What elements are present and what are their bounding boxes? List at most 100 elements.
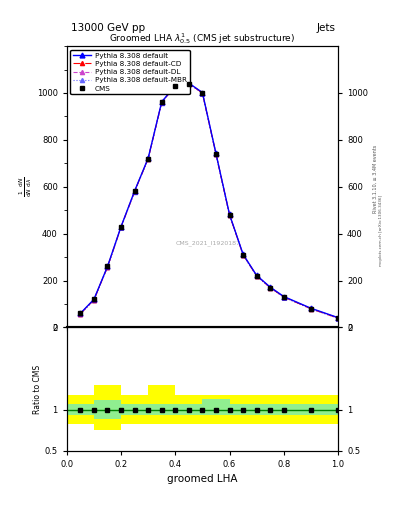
CMS: [78, 310, 83, 316]
Pythia 8.308 default-CD: [227, 212, 232, 218]
Pythia 8.308 default-DL: [173, 82, 178, 89]
CMS: [105, 263, 110, 269]
Pythia 8.308 default: [119, 224, 123, 230]
Pythia 8.308 default-MBR: [105, 264, 110, 270]
Pythia 8.308 default-DL: [214, 151, 219, 157]
Pythia 8.308 default: [92, 296, 96, 303]
Pythia 8.308 default-MBR: [254, 273, 259, 279]
CMS: [173, 83, 178, 89]
CMS: [309, 306, 313, 312]
Pythia 8.308 default-DL: [146, 155, 151, 161]
Text: Jets: Jets: [317, 23, 336, 33]
CMS: [200, 90, 205, 96]
Pythia 8.308 default-MBR: [132, 188, 137, 195]
Pythia 8.308 default-DL: [254, 272, 259, 279]
X-axis label: groomed LHA: groomed LHA: [167, 474, 238, 484]
Pythia 8.308 default-CD: [92, 297, 96, 303]
Pythia 8.308 default: [132, 188, 137, 194]
CMS: [281, 294, 286, 300]
CMS: [146, 156, 151, 162]
Pythia 8.308 default-CD: [132, 188, 137, 195]
Pythia 8.308 default-CD: [200, 90, 205, 96]
Pythia 8.308 default: [227, 211, 232, 218]
Pythia 8.308 default-CD: [336, 315, 340, 321]
Pythia 8.308 default-CD: [160, 99, 164, 105]
Pythia 8.308 default-MBR: [241, 252, 245, 258]
Pythia 8.308 default-DL: [187, 80, 191, 87]
Title: Groomed LHA $\lambda^{1}_{0.5}$ (CMS jet substructure): Groomed LHA $\lambda^{1}_{0.5}$ (CMS jet…: [109, 31, 296, 46]
CMS: [336, 315, 340, 321]
Pythia 8.308 default-DL: [200, 90, 205, 96]
CMS: [132, 188, 137, 195]
Pythia 8.308 default-CD: [105, 264, 110, 270]
Pythia 8.308 default-MBR: [119, 224, 123, 230]
Pythia 8.308 default: [160, 99, 164, 105]
Pythia 8.308 default-MBR: [309, 306, 313, 312]
Pythia 8.308 default: [173, 82, 178, 89]
Pythia 8.308 default-DL: [227, 211, 232, 218]
Pythia 8.308 default-MBR: [200, 90, 205, 96]
Line: CMS: CMS: [78, 81, 340, 321]
Pythia 8.308 default-MBR: [268, 285, 273, 291]
Pythia 8.308 default-DL: [309, 305, 313, 311]
Pythia 8.308 default: [200, 90, 205, 96]
Pythia 8.308 default-CD: [214, 151, 219, 157]
Pythia 8.308 default-CD: [187, 80, 191, 87]
Pythia 8.308 default-CD: [281, 294, 286, 300]
Pythia 8.308 default-DL: [160, 99, 164, 105]
Pythia 8.308 default-MBR: [227, 212, 232, 218]
Pythia 8.308 default: [146, 155, 151, 161]
Pythia 8.308 default: [336, 314, 340, 321]
Pythia 8.308 default: [254, 272, 259, 279]
Pythia 8.308 default: [187, 80, 191, 86]
CMS: [119, 224, 123, 230]
Pythia 8.308 default-DL: [105, 264, 110, 270]
Pythia 8.308 default-MBR: [173, 83, 178, 89]
Pythia 8.308 default: [105, 263, 110, 269]
Pythia 8.308 default-DL: [132, 188, 137, 194]
Pythia 8.308 default-MBR: [336, 315, 340, 322]
Pythia 8.308 default-MBR: [146, 156, 151, 162]
Pythia 8.308 default-MBR: [160, 99, 164, 105]
Pythia 8.308 default-MBR: [187, 81, 191, 87]
Line: Pythia 8.308 default-CD: Pythia 8.308 default-CD: [78, 81, 340, 320]
Pythia 8.308 default-CD: [268, 285, 273, 291]
CMS: [241, 252, 245, 258]
Text: 13000 GeV pp: 13000 GeV pp: [71, 23, 145, 33]
Pythia 8.308 default-MBR: [92, 297, 96, 303]
CMS: [268, 285, 273, 291]
CMS: [187, 80, 191, 87]
Text: Rivet 3.1.10, ≥ 3.4M events: Rivet 3.1.10, ≥ 3.4M events: [373, 145, 378, 214]
Pythia 8.308 default-CD: [241, 252, 245, 258]
Pythia 8.308 default-CD: [78, 311, 83, 317]
Text: CMS_2021_I1920187: CMS_2021_I1920187: [175, 240, 240, 246]
Pythia 8.308 default: [78, 310, 83, 316]
Legend: Pythia 8.308 default, Pythia 8.308 default-CD, Pythia 8.308 default-DL, Pythia 8: Pythia 8.308 default, Pythia 8.308 defau…: [70, 50, 190, 94]
Pythia 8.308 default-DL: [281, 294, 286, 300]
CMS: [92, 296, 96, 303]
Text: mcplots.cern.ch [arXiv:1306.3436]: mcplots.cern.ch [arXiv:1306.3436]: [379, 195, 383, 266]
CMS: [160, 99, 164, 105]
Pythia 8.308 default-MBR: [78, 311, 83, 317]
Pythia 8.308 default-DL: [119, 224, 123, 230]
Y-axis label: Ratio to CMS: Ratio to CMS: [33, 365, 42, 414]
Pythia 8.308 default-DL: [241, 251, 245, 258]
Line: Pythia 8.308 default-DL: Pythia 8.308 default-DL: [78, 81, 340, 320]
Pythia 8.308 default-DL: [268, 284, 273, 290]
Line: Pythia 8.308 default-MBR: Pythia 8.308 default-MBR: [78, 82, 340, 321]
Pythia 8.308 default-DL: [92, 296, 96, 303]
Y-axis label: $\frac{1}{\mathrm{d}N}\,\frac{\mathrm{d}N}{\mathrm{d}\lambda}$: $\frac{1}{\mathrm{d}N}\,\frac{\mathrm{d}…: [18, 177, 34, 197]
CMS: [254, 273, 259, 279]
Pythia 8.308 default: [268, 284, 273, 290]
Pythia 8.308 default-MBR: [281, 294, 286, 300]
Pythia 8.308 default-DL: [78, 311, 83, 317]
Pythia 8.308 default: [214, 151, 219, 157]
Pythia 8.308 default-CD: [119, 224, 123, 230]
Pythia 8.308 default: [281, 293, 286, 300]
Pythia 8.308 default: [309, 305, 313, 311]
Pythia 8.308 default-CD: [254, 273, 259, 279]
Line: Pythia 8.308 default: Pythia 8.308 default: [78, 81, 340, 320]
Pythia 8.308 default-DL: [336, 315, 340, 321]
Pythia 8.308 default-CD: [173, 83, 178, 89]
CMS: [214, 151, 219, 157]
